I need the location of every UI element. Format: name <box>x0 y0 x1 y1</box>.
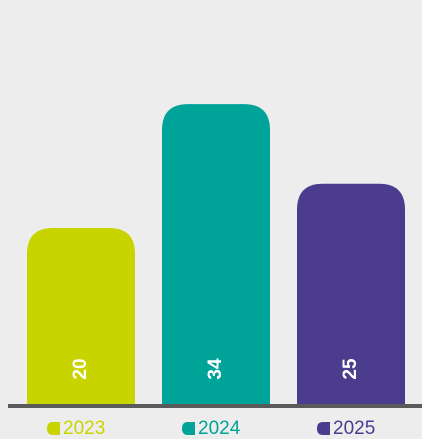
legend-icon <box>317 422 330 435</box>
category-label: 2025 <box>333 418 375 439</box>
bar <box>162 104 270 405</box>
value-label: 20 <box>70 358 91 379</box>
bar <box>297 183 405 405</box>
bar <box>27 228 135 405</box>
legend-icon <box>182 422 195 435</box>
value-label: 34 <box>205 358 226 380</box>
legend-icon <box>47 422 60 435</box>
category-label: 2023 <box>63 418 105 439</box>
value-label: 25 <box>340 358 361 380</box>
category-label: 2024 <box>198 418 241 439</box>
